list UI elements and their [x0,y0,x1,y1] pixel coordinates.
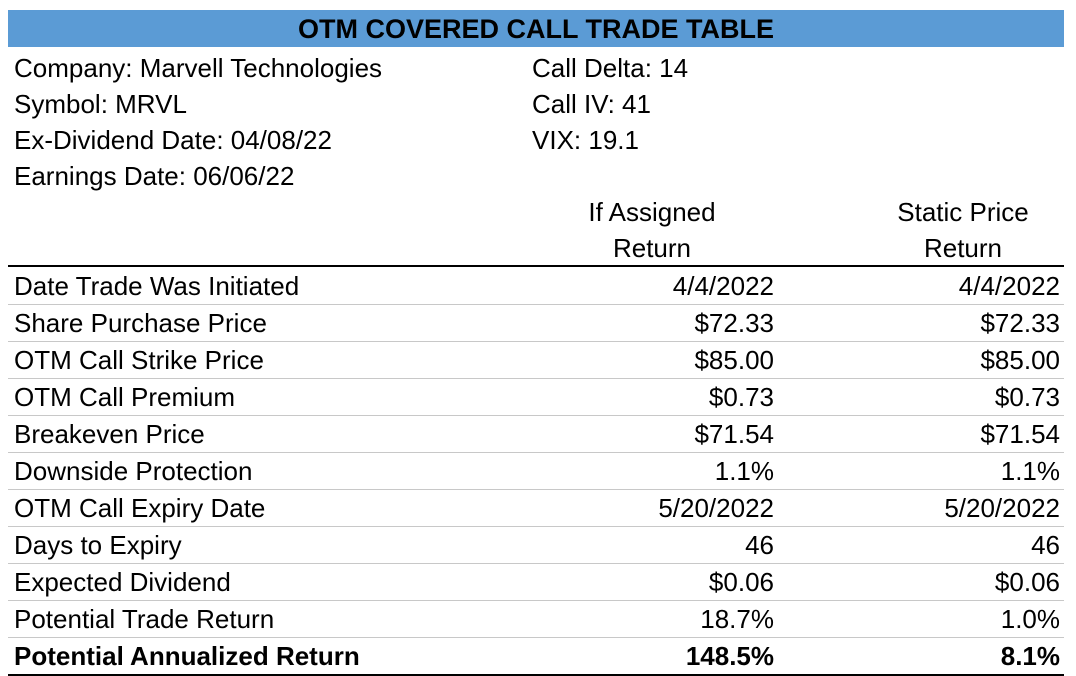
if-assigned-value: 148.5% [685,641,774,671]
row-label: OTM Call Strike Price [14,345,264,375]
row-label: OTM Call Expiry Date [14,493,266,523]
column-header-line: Return [612,233,692,263]
column-header-static-price: Static Price Return [870,194,1056,266]
static-price-value: $72.33 [980,308,1060,338]
table-row: Days to Expiry 46 46 [8,527,1064,564]
row-label: Downside Protection [14,456,253,486]
trade-info-left: Company: Marvell Technologies Symbol: MR… [14,50,382,194]
column-header-line: If Assigned [588,197,716,227]
table-row: Breakeven Price $71.54 $71.54 [8,416,1064,453]
row-label: Breakeven Price [14,419,205,449]
column-header-line: Return [923,233,1003,263]
static-price-value: 46 [1031,530,1060,560]
table-row: Potential Trade Return 18.7% 1.0% [8,601,1064,638]
symbol-line: Symbol: MRVL [14,89,187,119]
call-iv-line: Call IV: 41 [532,89,651,119]
earnings-date-line: Earnings Date: 06/06/22 [14,161,295,191]
if-assigned-value: 5/20/2022 [658,493,774,523]
company-line: Company: Marvell Technologies [14,53,383,83]
static-price-value: 8.1% [1000,641,1060,671]
table-row-total: Potential Annualized Return 148.5% 8.1% [8,638,1064,676]
if-assigned-value: 4/4/2022 [672,271,774,301]
row-label: OTM Call Premium [14,382,236,412]
table-row: Downside Protection 1.1% 1.1% [8,453,1064,490]
column-header-line: Static Price [897,197,1029,227]
static-price-value: 1.0% [1000,604,1060,634]
table-row: OTM Call Expiry Date 5/20/2022 5/20/2022 [8,490,1064,527]
row-label: Share Purchase Price [14,308,267,338]
if-assigned-value: 46 [745,530,774,560]
if-assigned-value: $72.33 [694,308,774,338]
table-row: Expected Dividend $0.06 $0.06 [8,564,1064,601]
table-row: OTM Call Premium $0.73 $0.73 [8,379,1064,416]
row-label: Potential Annualized Return [14,641,360,671]
table-row: Date Trade Was Initiated 4/4/2022 4/4/20… [8,268,1064,305]
static-price-value: $71.54 [980,419,1060,449]
column-header-if-assigned: If Assigned Return [560,194,744,266]
table-row: OTM Call Strike Price $85.00 $85.00 [8,342,1064,379]
vix-line: VIX: 19.1 [532,125,639,155]
static-price-value: 4/4/2022 [958,271,1060,301]
table-title: OTM COVERED CALL TRADE TABLE [8,10,1064,47]
row-label: Expected Dividend [14,567,231,597]
trade-table-body: Date Trade Was Initiated 4/4/2022 4/4/20… [8,268,1064,676]
static-price-value: 5/20/2022 [944,493,1060,523]
static-price-value: $0.06 [994,567,1060,597]
ex-dividend-date-line: Ex-Dividend Date: 04/08/22 [14,125,332,155]
if-assigned-value: $71.54 [694,419,774,449]
static-price-value: 1.1% [1000,456,1060,486]
row-label: Potential Trade Return [14,604,275,634]
table-header-rule [8,265,1064,267]
if-assigned-value: $0.06 [708,567,774,597]
if-assigned-value: 18.7% [700,604,774,634]
if-assigned-value: 1.1% [714,456,774,486]
row-label: Date Trade Was Initiated [14,271,300,301]
static-price-value: $85.00 [980,345,1060,375]
table-row: Share Purchase Price $72.33 $72.33 [8,305,1064,342]
if-assigned-value: $85.00 [694,345,774,375]
static-price-value: $0.73 [994,382,1060,412]
if-assigned-value: $0.73 [708,382,774,412]
trade-info-right: Call Delta: 14 Call IV: 41 VIX: 19.1 [532,50,688,158]
call-delta-line: Call Delta: 14 [532,53,689,83]
row-label: Days to Expiry [14,530,182,560]
